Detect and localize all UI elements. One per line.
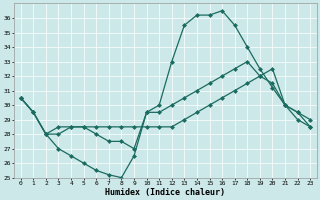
X-axis label: Humidex (Indice chaleur): Humidex (Indice chaleur)	[106, 188, 226, 197]
